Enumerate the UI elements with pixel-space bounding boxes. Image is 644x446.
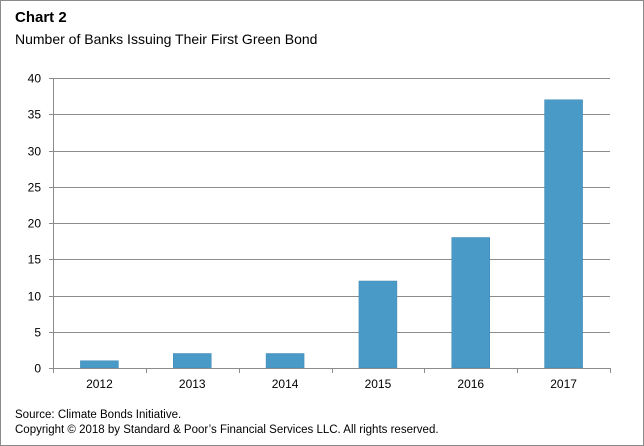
y-tick-label: 35 xyxy=(28,108,42,122)
x-tick-label: 2014 xyxy=(272,377,299,391)
bars xyxy=(80,99,583,369)
chart-subtitle: Number of Banks Issuing Their First Gree… xyxy=(15,31,318,47)
gridlines xyxy=(53,78,610,333)
x-tick-label: 2017 xyxy=(550,377,577,391)
y-tick-label: 30 xyxy=(28,145,42,159)
bar-2015 xyxy=(358,280,398,369)
source-note: Source: Climate Bonds Initiative. xyxy=(15,409,182,421)
x-tick-label: 2013 xyxy=(179,377,206,391)
chart-title: Chart 2 xyxy=(15,9,67,26)
y-tick-label: 40 xyxy=(28,72,42,86)
bar-2016 xyxy=(451,237,490,369)
y-tick-label: 10 xyxy=(28,290,42,304)
y-tick-label: 25 xyxy=(28,181,42,195)
bar-2014 xyxy=(265,353,305,369)
copyright-note: Copyright © 2018 by Standard & Poor’s Fi… xyxy=(15,424,439,436)
y-tick-label: 5 xyxy=(34,326,41,340)
bar-2012 xyxy=(80,360,119,369)
axes xyxy=(49,78,611,373)
tick-labels: 0 5 10 15 20 25 30 35 40 2012 2013 2014 2015 2016 2017 xyxy=(28,72,578,392)
x-tick-label: 2012 xyxy=(86,377,113,391)
y-tick-label: 0 xyxy=(34,362,41,376)
y-tick-label: 15 xyxy=(28,253,42,267)
bar-2013 xyxy=(173,353,212,369)
y-tick-label: 20 xyxy=(28,217,42,231)
x-tick-label: 2015 xyxy=(365,377,392,391)
x-tick-label: 2016 xyxy=(457,377,484,391)
bar-2017 xyxy=(544,99,583,369)
